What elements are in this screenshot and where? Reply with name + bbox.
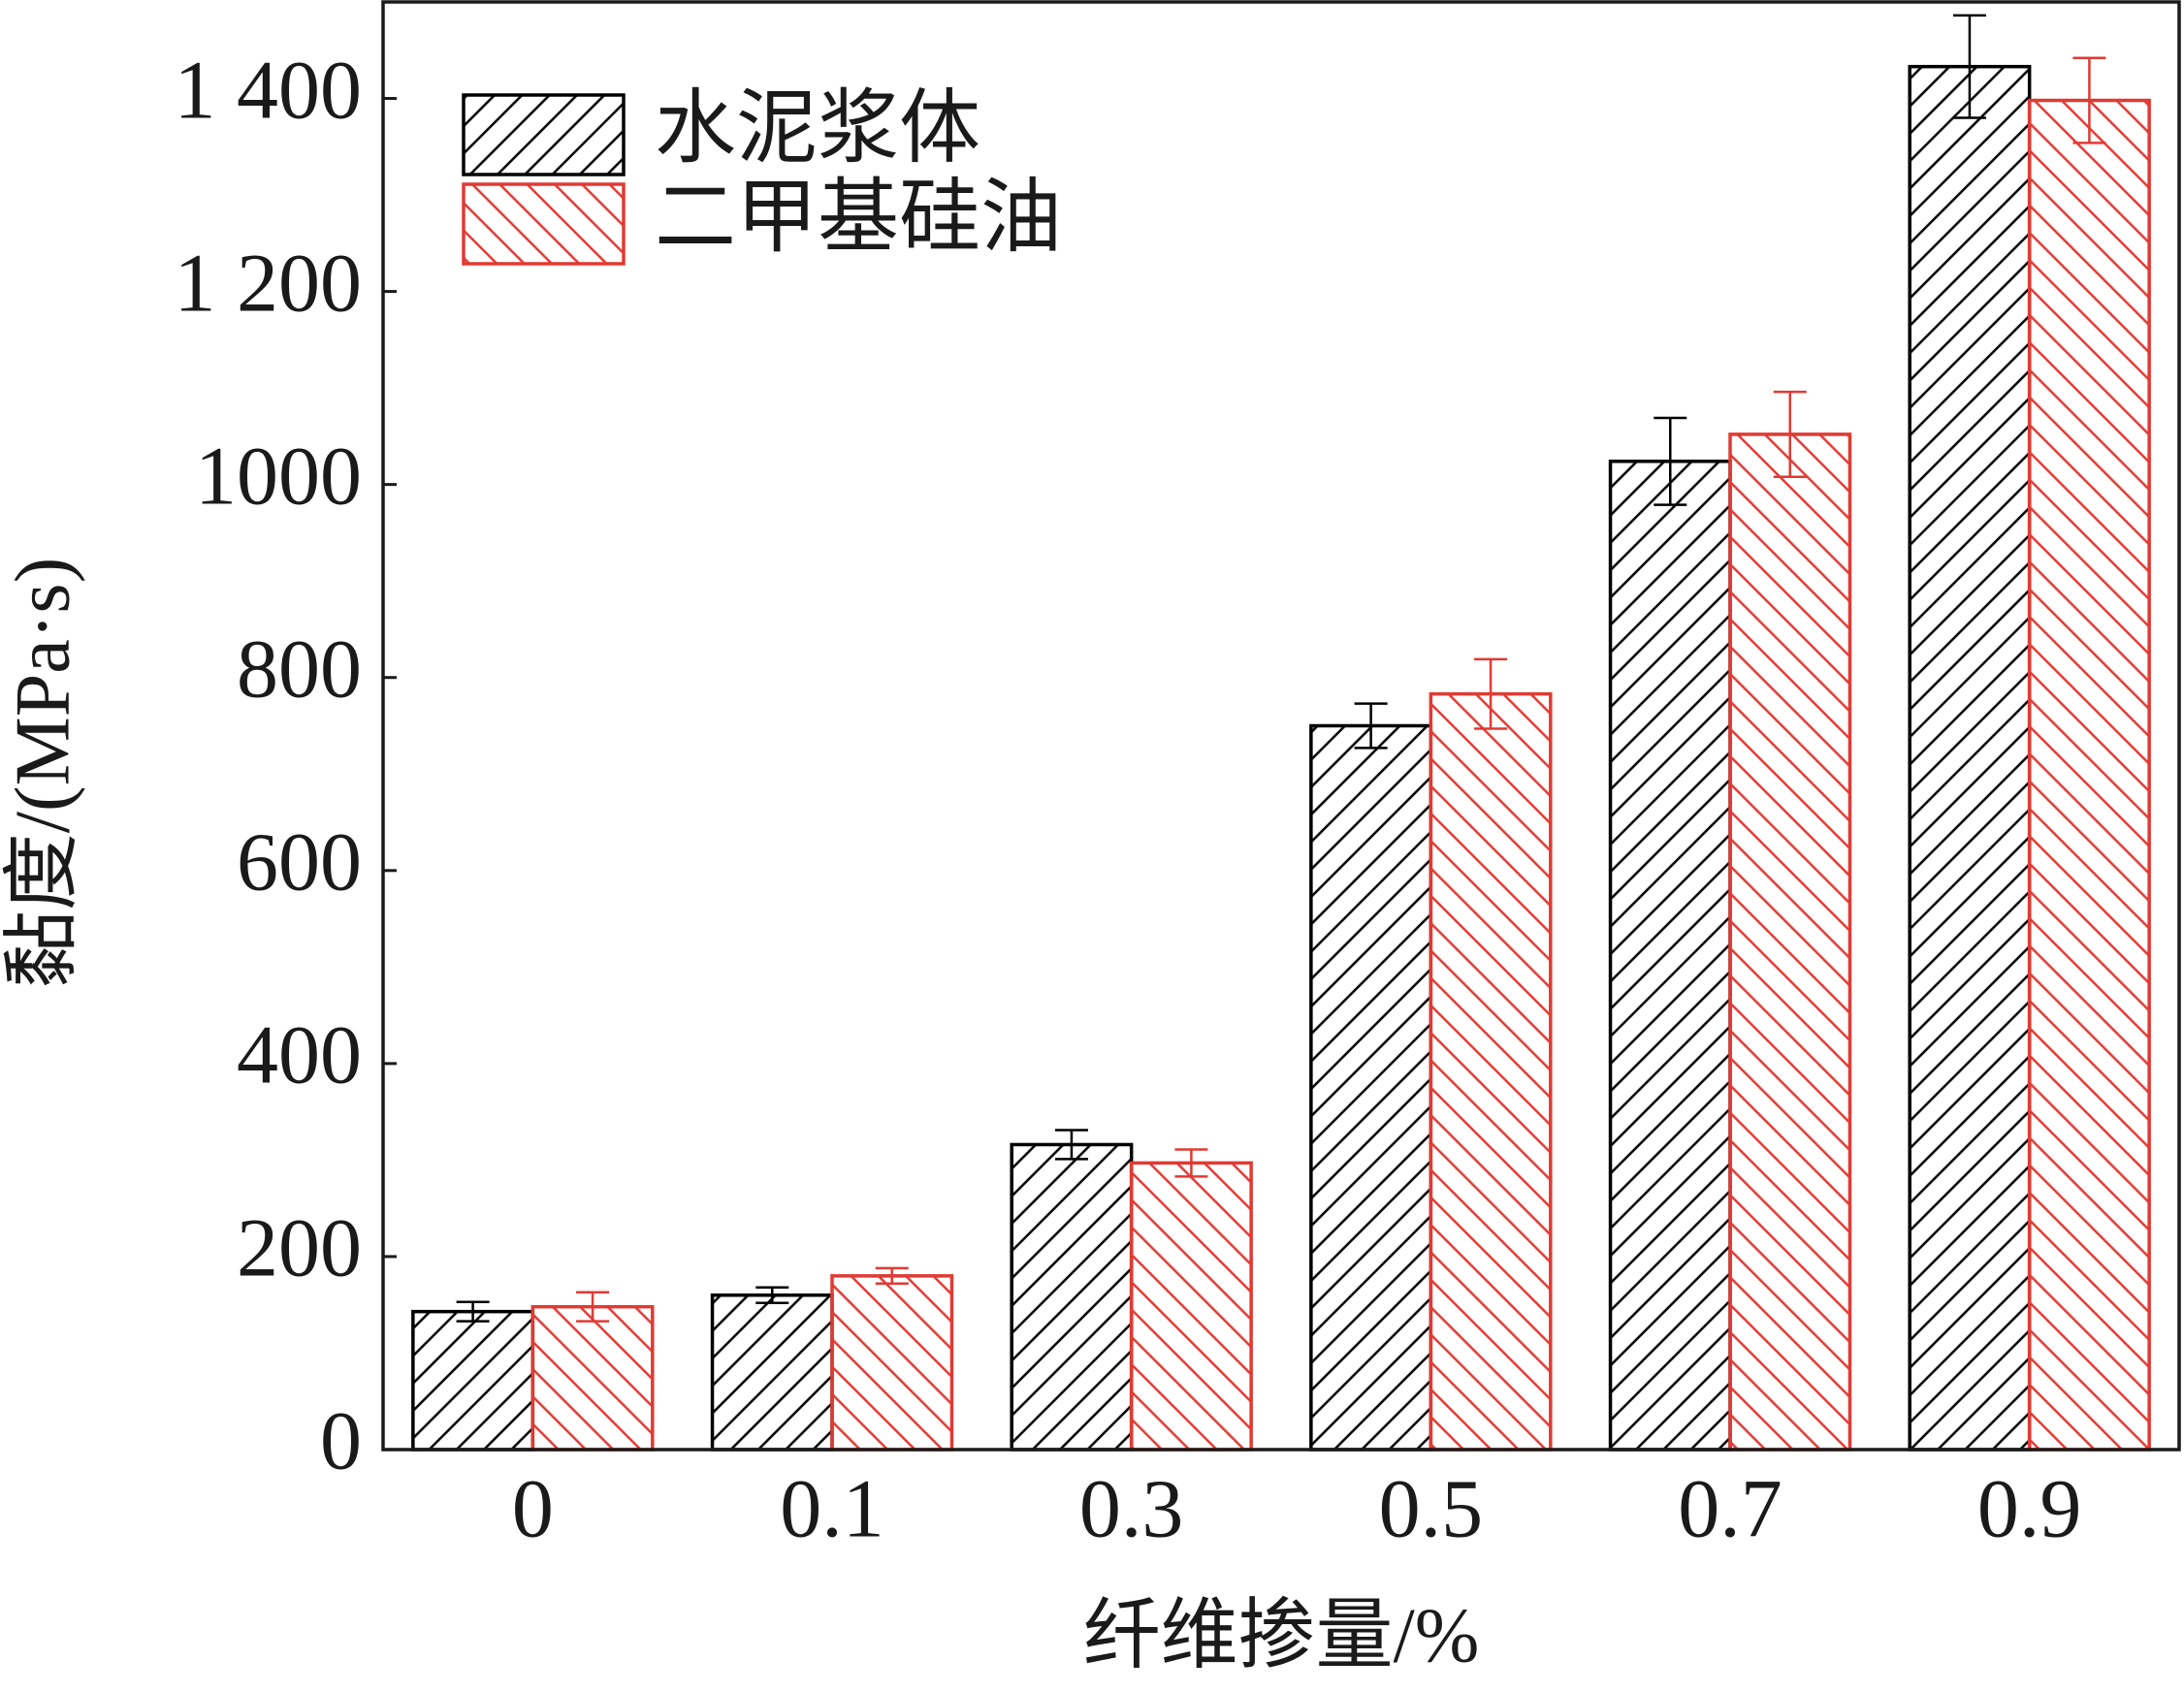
y-tick-label: 1 200 [175, 236, 363, 329]
y-tick-label: 200 [237, 1201, 362, 1294]
y-tick-label: 1000 [195, 429, 362, 522]
bar [411, 1309, 535, 1452]
bar [1129, 1161, 1253, 1452]
x-tick-label: 0 [512, 1462, 554, 1555]
bar [1429, 691, 1553, 1452]
x-axis-title: 纤维掺量/% [1083, 1593, 1480, 1678]
legend-swatch [462, 93, 626, 176]
y-tick-label: 0 [320, 1394, 362, 1487]
legend-label: 二甲基硅油 [655, 173, 1062, 263]
x-tick-label: 0.9 [1977, 1462, 2082, 1555]
error-bar [576, 1291, 610, 1323]
error-bar [1773, 390, 1807, 478]
bar [1608, 460, 1732, 1452]
legend-label: 水泥浆体 [655, 83, 980, 174]
bar [2027, 98, 2151, 1452]
error-bar [456, 1300, 490, 1323]
bar [1728, 432, 1852, 1452]
x-tick-label: 0.7 [1678, 1462, 1783, 1555]
x-tick-label: 0.3 [1079, 1462, 1184, 1555]
error-bar [1474, 657, 1508, 730]
error-bar [1054, 1129, 1088, 1161]
y-tick-label: 1 400 [175, 43, 363, 136]
error-bar [755, 1286, 789, 1304]
legend-swatch [462, 182, 626, 266]
error-bar [2072, 56, 2106, 144]
bar [830, 1274, 954, 1452]
bar [1309, 723, 1433, 1452]
y-axis-title: 黏度/(MPa·s) [0, 558, 85, 988]
y-tick-label: 400 [237, 1008, 362, 1101]
x-tick-label: 0.1 [780, 1462, 884, 1555]
error-bar [1654, 416, 1687, 506]
error-bar [1952, 14, 1986, 119]
error-bar [875, 1266, 909, 1286]
y-tick-label: 800 [237, 622, 362, 715]
y-tick-label: 600 [237, 815, 362, 909]
plot-frame [381, 0, 2181, 1452]
bar [530, 1304, 655, 1452]
bar [1010, 1142, 1134, 1452]
x-tick-label: 0.5 [1379, 1462, 1484, 1555]
bar [710, 1293, 834, 1452]
bar [1908, 64, 2032, 1452]
error-bar [1174, 1148, 1208, 1178]
error-bar [1354, 702, 1388, 750]
